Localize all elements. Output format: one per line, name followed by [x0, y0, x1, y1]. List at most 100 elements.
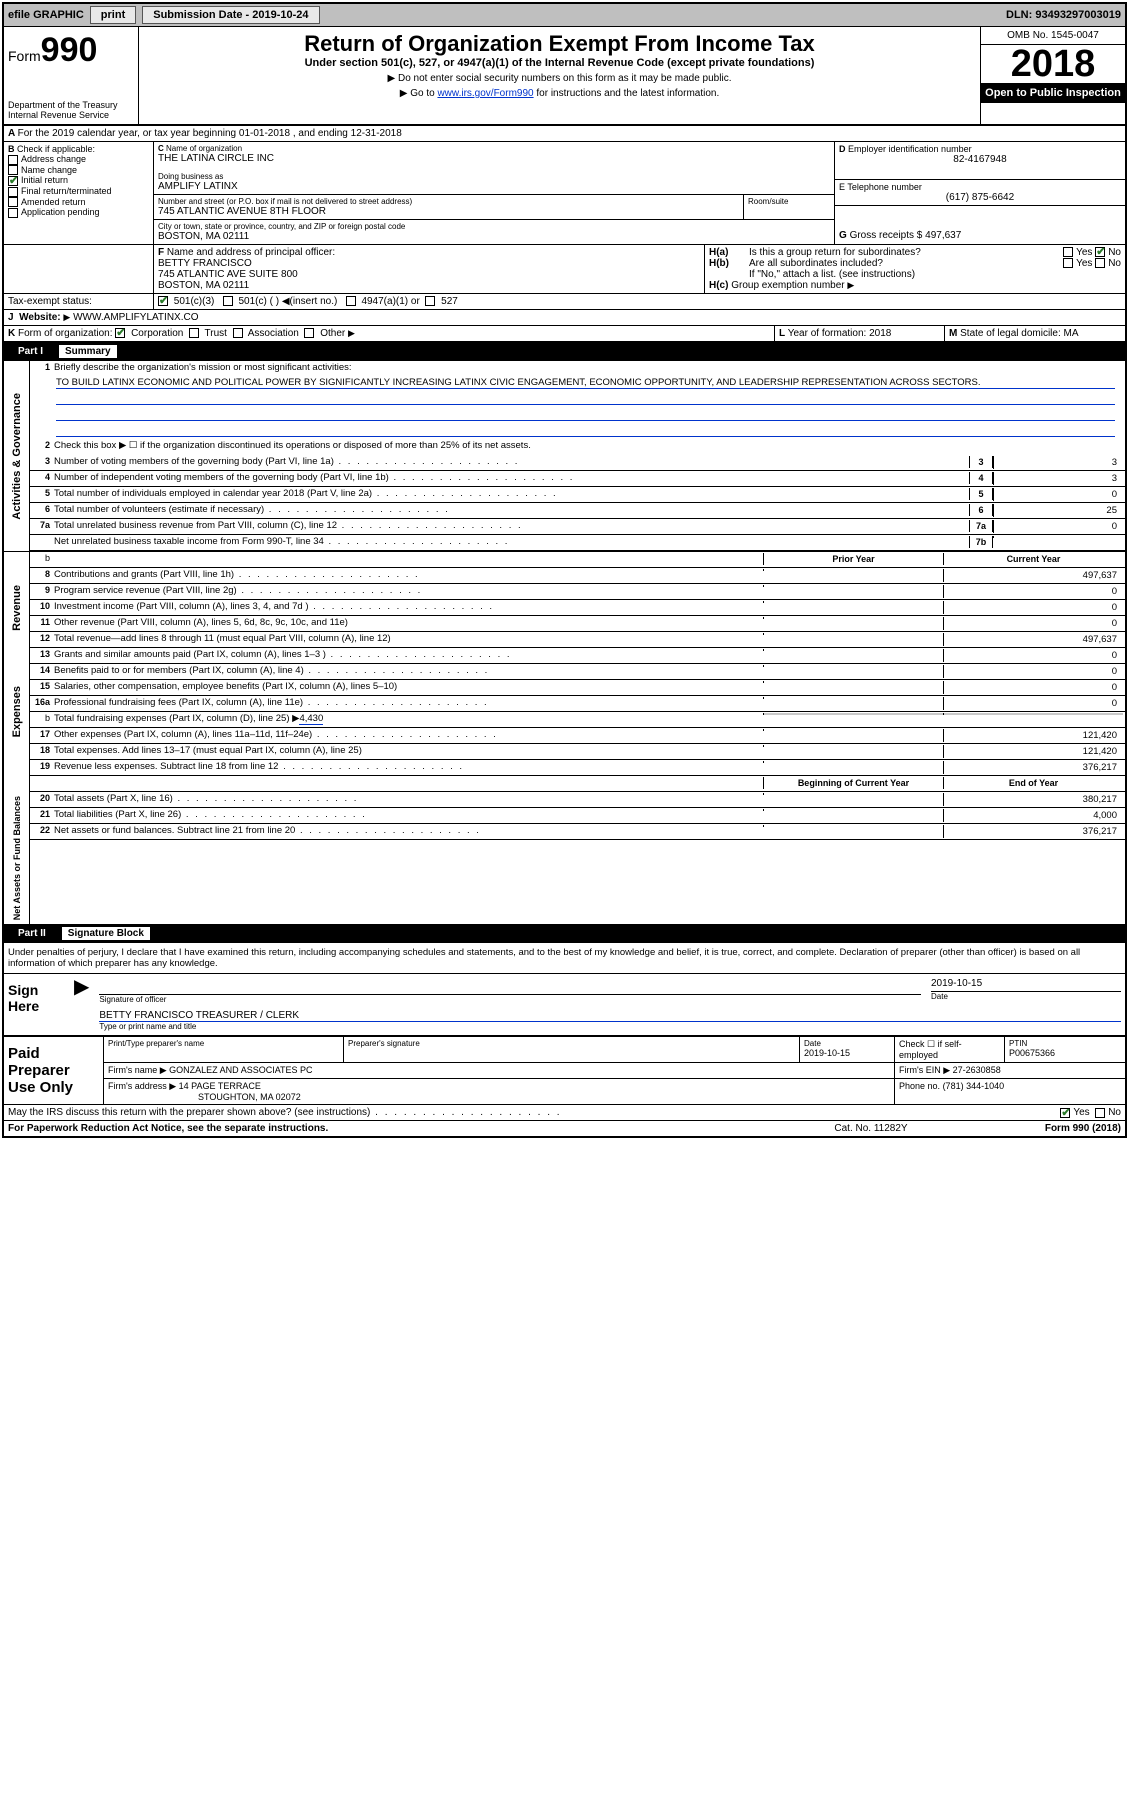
tax-year: 2018 [981, 45, 1125, 83]
line-a-text: For the 2019 calendar year, or tax year … [18, 128, 402, 139]
other-checkbox[interactable] [304, 328, 314, 338]
top-toolbar: efile GRAPHIC print Submission Date - 20… [4, 4, 1125, 27]
amended-checkbox[interactable] [8, 197, 18, 207]
prep-sig-label: Preparer's signature [348, 1039, 795, 1048]
trust-checkbox[interactable] [189, 328, 199, 338]
discuss-yes-checkbox[interactable] [1060, 1108, 1070, 1118]
city-state-zip: BOSTON, MA 02111 [158, 231, 830, 242]
l10-value: 0 [943, 601, 1123, 614]
l6-value: 25 [993, 504, 1123, 517]
revenue-section: Revenue 8Contributions and grants (Part … [4, 568, 1125, 648]
discuss-row: May the IRS discuss this return with the… [4, 1104, 1125, 1120]
l9-text: Program service revenue (Part VIII, line… [54, 585, 763, 596]
sign-here-label: Sign Here [4, 974, 74, 1035]
part1-num: Part I [10, 344, 51, 359]
form-prefix: Form [8, 48, 41, 64]
irs-label: Internal Revenue Service [8, 110, 134, 120]
state-domicile-value: MA [1064, 328, 1079, 339]
hb-no-checkbox[interactable] [1095, 258, 1105, 268]
no-label: No [1108, 1107, 1121, 1118]
l16b-value: 4,430 [299, 713, 323, 725]
app-pending-checkbox[interactable] [8, 208, 18, 218]
form-subtitle: Under section 501(c), 527, or 4947(a)(1)… [147, 57, 972, 69]
name-change-label: Name change [21, 165, 77, 175]
form-number: 990 [41, 31, 98, 69]
print-button[interactable]: print [90, 6, 136, 24]
officer-addr1: 745 ATLANTIC AVE SUITE 800 [158, 269, 700, 280]
org-name: THE LATINA CIRCLE INC [158, 153, 830, 164]
hb-note: If "No," attach a list. (see instruction… [709, 269, 1121, 280]
l5-value: 0 [993, 488, 1123, 501]
l6-text: Total number of volunteers (estimate if … [54, 504, 969, 515]
part2-num: Part II [10, 926, 54, 941]
firm-phone-label: Phone no. [899, 1081, 940, 1091]
dba-label: Doing business as [158, 172, 830, 181]
final-return-checkbox[interactable] [8, 187, 18, 197]
l21-value: 4,000 [943, 809, 1123, 822]
officer-addr2: BOSTON, MA 02111 [158, 280, 700, 291]
527-checkbox[interactable] [425, 296, 435, 306]
l19-text: Revenue less expenses. Subtract line 18 … [54, 761, 763, 772]
paid-prep-label: Paid Preparer Use Only [4, 1037, 104, 1104]
phone-value: (617) 875-6642 [839, 192, 1121, 203]
l22-value: 376,217 [943, 825, 1123, 838]
l16b-text: Total fundraising expenses (Part IX, col… [54, 713, 299, 724]
trust-label: Trust [205, 328, 227, 339]
part1-header: Part I Summary [4, 342, 1125, 361]
note-goto-a: Go to [410, 88, 437, 99]
ptin-value: P00675366 [1009, 1048, 1121, 1058]
501c3-label: 501(c)(3) [174, 296, 215, 307]
perjury-declaration: Under penalties of perjury, I declare th… [4, 943, 1125, 973]
l3-text: Number of voting members of the governin… [54, 456, 969, 467]
hb-text: Are all subordinates included? [749, 258, 1063, 269]
addr-change-label: Address change [21, 154, 86, 164]
form-header: Form990 Department of the Treasury Inter… [4, 27, 1125, 126]
dept-label: Department of the Treasury [8, 100, 134, 110]
l10-text: Investment income (Part VIII, column (A)… [54, 601, 763, 612]
prep-date-label: Date [804, 1039, 890, 1048]
boxc-name-label: Name of organization [166, 144, 242, 153]
corp-label: Corporation [131, 328, 183, 339]
officer-name: BETTY FRANCISCO [158, 258, 700, 269]
l11-text: Other revenue (Part VIII, column (A), li… [54, 617, 763, 628]
l8-value: 497,637 [943, 569, 1123, 582]
l4-value: 3 [993, 472, 1123, 485]
l18-text: Total expenses. Add lines 13–17 (must eq… [54, 745, 763, 756]
hb-yes-checkbox[interactable] [1063, 258, 1073, 268]
l14-text: Benefits paid to or for members (Part IX… [54, 665, 763, 676]
yes-label: Yes [1073, 1107, 1089, 1118]
current-year-hdr: Current Year [943, 553, 1123, 565]
l14-value: 0 [943, 665, 1123, 678]
form-title: Return of Organization Exempt From Incom… [147, 31, 972, 57]
firm-addr-label: Firm's address ▶ [108, 1081, 176, 1091]
note-ssn: Do not enter social security numbers on … [398, 73, 731, 84]
activities-label: Activities & Governance [9, 389, 25, 524]
self-emp-check: Check ☐ if self-employed [895, 1037, 1005, 1062]
end-year-hdr: End of Year [943, 777, 1123, 789]
form990-link[interactable]: www.irs.gov/Form990 [437, 88, 533, 99]
ein-value: 82-4167948 [839, 154, 1121, 165]
l22-text: Net assets or fund balances. Subtract li… [54, 825, 763, 836]
501c-checkbox[interactable] [223, 296, 233, 306]
l15-text: Salaries, other compensation, employee b… [54, 681, 763, 692]
addr-change-checkbox[interactable] [8, 155, 18, 165]
501c3-checkbox[interactable] [158, 296, 168, 306]
net-assets-section: Net Assets or Fund Balances 20Total asse… [4, 792, 1125, 924]
efile-label: efile GRAPHIC [8, 9, 84, 21]
l17-text: Other expenses (Part IX, column (A), lin… [54, 729, 763, 740]
entity-info-row: B Check if applicable: Address change Na… [4, 142, 1125, 245]
ha-no-checkbox[interactable] [1095, 247, 1105, 257]
l9-value: 0 [943, 585, 1123, 598]
firm-phone-value: (781) 344-1040 [943, 1081, 1005, 1091]
4947-checkbox[interactable] [346, 296, 356, 306]
taxexempt-label: Tax-exempt status: [4, 294, 154, 309]
assoc-checkbox[interactable] [233, 328, 243, 338]
ha-yes-checkbox[interactable] [1063, 247, 1073, 257]
submission-date-button[interactable]: Submission Date - 2019-10-24 [142, 6, 319, 24]
gross-value: 497,637 [925, 230, 961, 241]
discuss-no-checkbox[interactable] [1095, 1108, 1105, 1118]
initial-return-checkbox[interactable] [8, 176, 18, 186]
insert-no-label: (insert no.) [290, 296, 338, 307]
corp-checkbox[interactable] [115, 328, 125, 338]
boxj-label: Form of organization: [18, 328, 113, 339]
